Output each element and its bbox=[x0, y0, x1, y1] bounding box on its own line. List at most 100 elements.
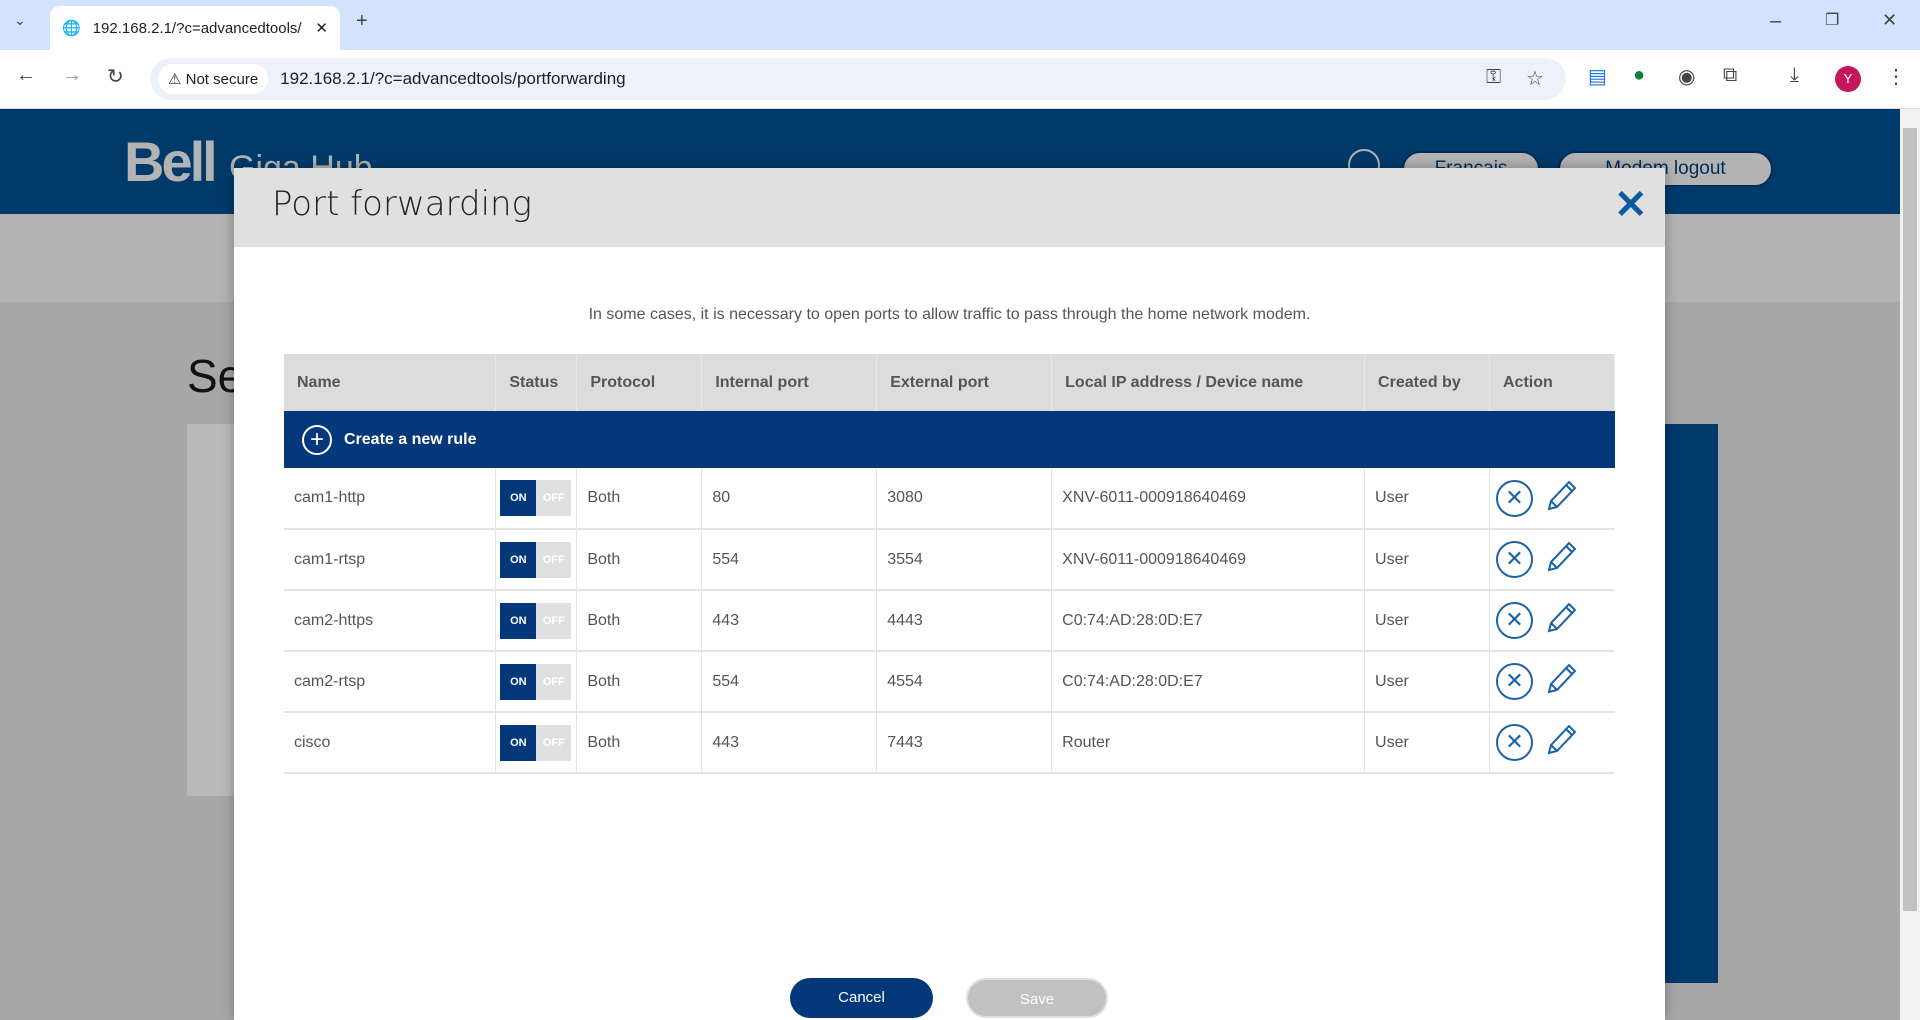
toggle-off: OFF bbox=[536, 602, 572, 639]
column-header: Action bbox=[1489, 354, 1616, 411]
not-secure-badge[interactable]: ⚠ Not secure bbox=[158, 64, 269, 94]
extension2-icon[interactable]: ◉ bbox=[1678, 66, 1696, 88]
puzzle-icon[interactable]: ⧉ bbox=[1723, 64, 1738, 86]
status-toggle[interactable]: ON OFF bbox=[500, 541, 572, 578]
external-port: 4554 bbox=[876, 651, 1053, 713]
key-icon[interactable]: ⚿ bbox=[1486, 66, 1502, 88]
column-header: Local IP address / Device name bbox=[1051, 354, 1366, 411]
reload-icon[interactable]: ↻ bbox=[107, 66, 124, 88]
internal-port: 443 bbox=[701, 590, 878, 652]
table-header: Name Status Protocol Internal port External … bbox=[284, 354, 1616, 411]
close-icon[interactable]: ✕ bbox=[1614, 183, 1648, 227]
toggle-on: ON bbox=[500, 480, 537, 516]
column-header: Protocol bbox=[576, 354, 703, 411]
external-port: 3554 bbox=[876, 529, 1053, 591]
window-close-icon[interactable]: ✕ bbox=[1882, 10, 1898, 30]
status-toggle[interactable]: ON OFF bbox=[500, 724, 572, 761]
table-row: cam1-rtsp ON OFF Both 554 3554 XNV-6011-0… bbox=[284, 529, 1615, 591]
edit-pencil-icon[interactable] bbox=[1545, 662, 1577, 701]
menu-icon[interactable]: ⋮ bbox=[1886, 66, 1906, 88]
created-by: User bbox=[1364, 651, 1490, 713]
toggle-off: OFF bbox=[536, 480, 572, 516]
scrollbar-thumb[interactable] bbox=[1903, 128, 1917, 911]
toggle-on: ON bbox=[500, 541, 537, 578]
download-icon[interactable]: ⤓ bbox=[1790, 64, 1799, 86]
toggle-on: ON bbox=[500, 724, 537, 761]
protocol: Both bbox=[576, 590, 703, 652]
close-tab-icon[interactable]: ✕ bbox=[315, 20, 328, 37]
edit-pencil-icon[interactable] bbox=[1545, 601, 1577, 640]
tab-title: 192.168.2.1/?c=advancedtools/ bbox=[92, 19, 302, 37]
external-port: 7443 bbox=[876, 712, 1053, 774]
plus-icon: + bbox=[302, 424, 332, 455]
protocol: Both bbox=[576, 529, 703, 591]
edit-pencil-icon[interactable] bbox=[1545, 479, 1577, 518]
url-text[interactable]: 192.168.2.1/?c=advancedtools/portforward… bbox=[280, 69, 626, 88]
device: C0:74:AD:28:0D:E7 bbox=[1051, 651, 1366, 713]
grammarly-icon[interactable]: ● bbox=[1633, 64, 1646, 86]
device: XNV-6011-000918640469 bbox=[1051, 468, 1366, 530]
toggle-on: ON bbox=[500, 602, 537, 639]
toggle-off: OFF bbox=[536, 724, 572, 761]
delete-icon[interactable]: ✕ bbox=[1495, 724, 1533, 761]
create-rule-button[interactable]: + Create a new rule bbox=[284, 411, 1615, 468]
delete-icon[interactable]: ✕ bbox=[1495, 479, 1533, 517]
globe-icon: 🌐 bbox=[62, 20, 81, 37]
modal-title: Port forwarding bbox=[272, 184, 532, 224]
extension-icon[interactable]: ▤ bbox=[1588, 66, 1607, 88]
created-by: User bbox=[1364, 712, 1490, 774]
tab-search-icon[interactable]: ⌄ bbox=[14, 12, 26, 28]
minimize-icon[interactable]: – bbox=[1770, 10, 1782, 32]
background-panel bbox=[1665, 424, 1718, 983]
delete-icon[interactable]: ✕ bbox=[1495, 541, 1533, 578]
internal-port: 554 bbox=[701, 529, 878, 591]
protocol: Both bbox=[576, 712, 703, 774]
back-icon[interactable]: ← bbox=[16, 64, 36, 86]
rule-name: cam2-rtsp bbox=[284, 651, 497, 713]
modal-header: Port forwarding ✕ bbox=[234, 168, 1665, 247]
omnibox[interactable]: ⚠ Not secure 192.168.2.1/?c=advancedtool… bbox=[150, 58, 1566, 100]
created-by: User bbox=[1364, 529, 1490, 591]
protocol: Both bbox=[576, 468, 703, 530]
new-tab-icon[interactable]: + bbox=[356, 10, 368, 32]
device: C0:74:AD:28:0D:E7 bbox=[1051, 590, 1366, 652]
status-toggle[interactable]: ON OFF bbox=[500, 480, 572, 516]
protocol: Both bbox=[576, 651, 703, 713]
section-title: Se bbox=[187, 350, 244, 402]
port-forwarding-modal: Port forwarding ✕ In some cases, it is n… bbox=[234, 168, 1665, 1020]
toggle-off: OFF bbox=[536, 541, 572, 578]
toggle-off: OFF bbox=[536, 663, 572, 700]
browser-tab[interactable]: 🌐 192.168.2.1/?c=advancedtools/ ✕ bbox=[50, 6, 340, 50]
internal-port: 554 bbox=[701, 651, 878, 713]
status-toggle[interactable]: ON OFF bbox=[500, 602, 572, 639]
restore-icon[interactable]: ❐ bbox=[1825, 12, 1840, 29]
background-card bbox=[187, 424, 237, 796]
rule-name: cam1-http bbox=[284, 468, 497, 530]
column-header: External port bbox=[876, 354, 1053, 411]
toggle-on: ON bbox=[500, 663, 537, 700]
table-row: cisco ON OFF Both 443 7443 Router User ✕ bbox=[284, 712, 1615, 774]
column-header: Name bbox=[284, 354, 497, 411]
internal-port: 80 bbox=[701, 468, 878, 530]
rules-table: Name Status Protocol Internal port External … bbox=[284, 354, 1616, 774]
rule-name: cam1-rtsp bbox=[284, 529, 497, 591]
save-button[interactable]: Save bbox=[966, 978, 1108, 1018]
created-by: User bbox=[1364, 468, 1490, 530]
bell-logo: Bell bbox=[124, 130, 218, 193]
tab-bar: ⌄ 🌐 192.168.2.1/?c=advancedtools/ ✕ + – … bbox=[0, 0, 1920, 50]
table-row: cam1-http ON OFF Both 80 3080 XNV-6011-00… bbox=[284, 468, 1615, 530]
star-icon[interactable]: ☆ bbox=[1526, 68, 1544, 90]
avatar[interactable]: Y bbox=[1835, 66, 1861, 92]
external-port: 4443 bbox=[876, 590, 1053, 652]
cancel-button[interactable]: Cancel bbox=[790, 978, 933, 1018]
delete-icon[interactable]: ✕ bbox=[1495, 663, 1533, 700]
status-toggle[interactable]: ON OFF bbox=[500, 663, 572, 700]
table-row: cam2-rtsp ON OFF Both 554 4554 C0:74:AD:2… bbox=[284, 651, 1615, 713]
rule-name: cam2-https bbox=[284, 590, 497, 652]
created-by: User bbox=[1364, 590, 1490, 652]
edit-pencil-icon[interactable] bbox=[1545, 540, 1577, 579]
create-rule-label: Create a new rule bbox=[344, 430, 477, 448]
forward-icon[interactable]: → bbox=[62, 64, 82, 86]
delete-icon[interactable]: ✕ bbox=[1495, 602, 1533, 639]
edit-pencil-icon[interactable] bbox=[1545, 723, 1577, 762]
